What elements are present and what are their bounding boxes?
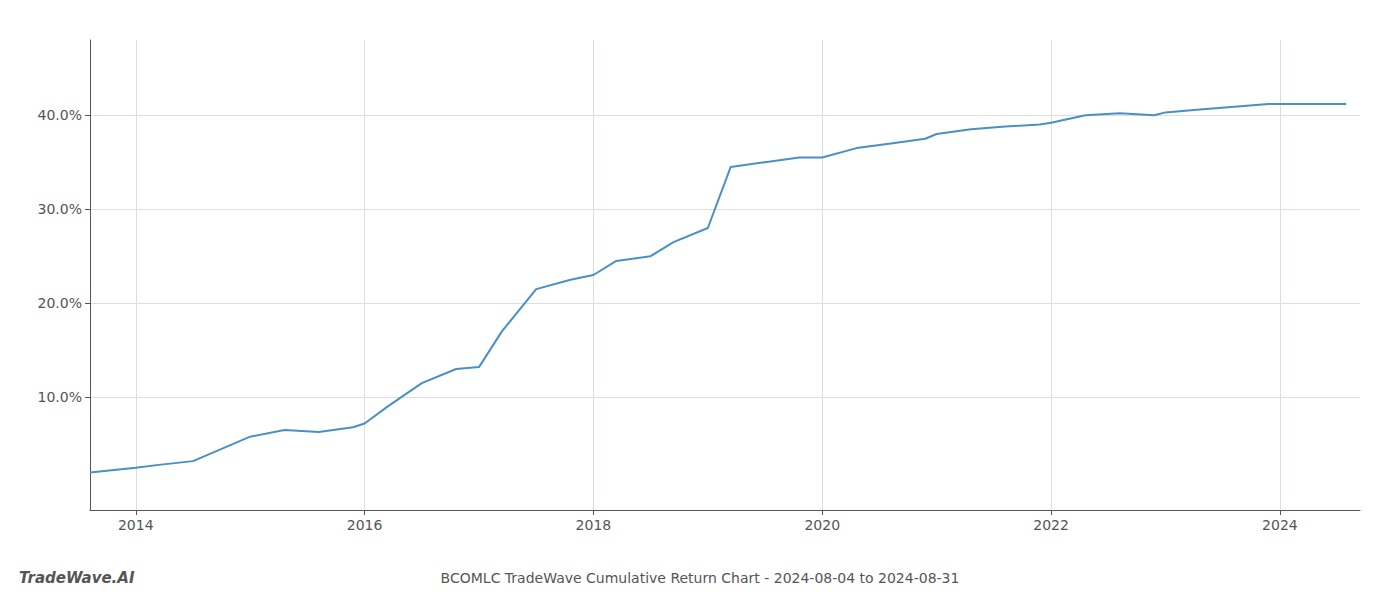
svg-text:2022: 2022 bbox=[1033, 517, 1069, 533]
svg-text:2016: 2016 bbox=[347, 517, 383, 533]
svg-text:2018: 2018 bbox=[576, 517, 612, 533]
svg-text:2024: 2024 bbox=[1262, 517, 1298, 533]
svg-text:40.0%: 40.0% bbox=[38, 107, 82, 123]
svg-text:30.0%: 30.0% bbox=[38, 201, 82, 217]
svg-text:BCOMLC TradeWave Cumulative Re: BCOMLC TradeWave Cumulative Return Chart… bbox=[441, 570, 960, 586]
svg-text:20.0%: 20.0% bbox=[38, 295, 82, 311]
svg-text:2020: 2020 bbox=[804, 517, 840, 533]
svg-text:10.0%: 10.0% bbox=[38, 389, 82, 405]
svg-text:2014: 2014 bbox=[118, 517, 154, 533]
svg-text:TradeWave.AI: TradeWave.AI bbox=[19, 569, 135, 587]
